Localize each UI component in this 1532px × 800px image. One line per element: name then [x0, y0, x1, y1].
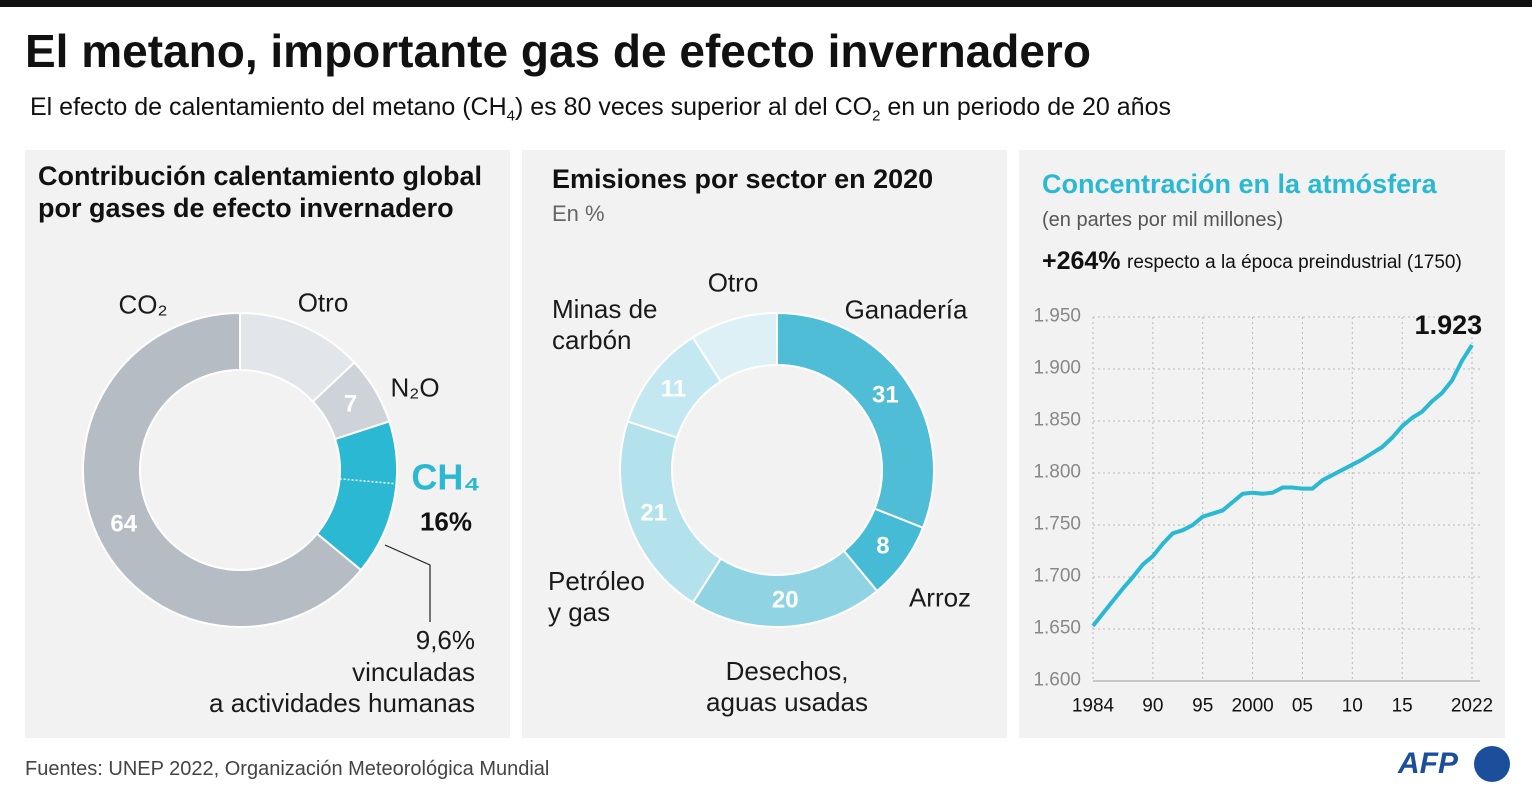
annotation-text: respecto a la época preindustrial (1750) — [1127, 252, 1462, 273]
split-line — [339, 478, 397, 485]
category-label: Desechos, aguas usadas — [706, 655, 868, 717]
line — [1091, 344, 1474, 628]
annotation-text: vinculadas a actividades humanas — [209, 657, 475, 719]
logo: AFP — [1398, 747, 1458, 780]
chart-title: Contribución calentamiento global por ga… — [38, 161, 483, 224]
subtitle: El efecto de calentamiento del metano (C… — [30, 92, 1171, 125]
logo-circle — [1474, 746, 1510, 782]
subtitle-text: en un periodo de 20 años — [880, 93, 1171, 121]
top-bar — [0, 0, 1532, 7]
subtitle-text: ) es 80 veces superior al del CO — [515, 93, 873, 121]
category-label: Otro — [297, 287, 349, 318]
x-tick-label: 95 — [1192, 695, 1214, 717]
leader-line — [384, 544, 431, 622]
x-tick-label: 2000 — [1231, 695, 1274, 717]
value-label: 21 — [640, 499, 668, 527]
value-label: 11 — [660, 375, 687, 403]
value-label: 64 — [110, 510, 138, 538]
category-label: Ganadería — [844, 294, 968, 325]
annotation-value: 9,6% — [415, 625, 475, 655]
x-tick-label: 1984 — [1071, 695, 1115, 717]
value-label: 8 — [876, 532, 890, 560]
value-label: 16% — [419, 506, 473, 537]
subtitle-text: El efecto de calentamiento del metano (C… — [30, 93, 507, 121]
category-label: Otro — [707, 267, 759, 298]
y-tick-label: 1.650 — [1033, 617, 1081, 639]
x-tick-label: 05 — [1291, 695, 1314, 717]
category-label: CO₂ — [118, 289, 168, 320]
y-tick-label: 1.800 — [1033, 461, 1081, 483]
value-label: 31 — [871, 381, 899, 409]
y-tick-label: 1.750 — [1033, 513, 1081, 535]
y-tick-label: 1.900 — [1033, 357, 1081, 379]
y-tick-label: 1.700 — [1033, 565, 1081, 587]
chart-title: Emisiones por sector en 2020 — [552, 164, 934, 194]
subtitle-subscript: 4 — [506, 107, 515, 125]
value-label: 7 — [343, 390, 358, 418]
chart-subtitle: En % — [552, 201, 605, 226]
donut-segment — [82, 311, 363, 628]
value-label: 1.923 — [1414, 309, 1483, 340]
donut-segment — [691, 311, 778, 383]
x-tick-label: 10 — [1341, 695, 1363, 717]
chart-title: Concentración en la atmósfera — [1042, 169, 1437, 199]
y-tick-label: 1.600 — [1033, 669, 1081, 691]
source: Fuentes: UNEP 2022, Organización Meteoro… — [25, 758, 550, 780]
donut-segment — [776, 311, 935, 530]
title: El metano, importante gas de efecto inve… — [25, 25, 1091, 77]
category-label: Arroz — [908, 582, 972, 613]
y-tick-label: 1.950 — [1033, 305, 1081, 327]
subtitle-subscript: 2 — [872, 107, 881, 125]
panel — [1019, 150, 1505, 738]
annotation-value: +264% — [1042, 247, 1121, 275]
x-tick-label: 90 — [1142, 695, 1164, 717]
y-tick-label: 1.850 — [1033, 409, 1081, 431]
category-label: CH₄ — [411, 456, 481, 498]
x-tick-label: 15 — [1391, 695, 1413, 717]
x-tick-label: 2022 — [1450, 695, 1494, 717]
category-label: Minas de carbón — [552, 293, 658, 355]
chart-subtitle: (en partes por mil millones) — [1042, 209, 1284, 231]
category-label: N₂O — [390, 372, 440, 403]
value-label: 20 — [771, 586, 799, 614]
category-label: Petróleo y gas — [548, 565, 645, 627]
